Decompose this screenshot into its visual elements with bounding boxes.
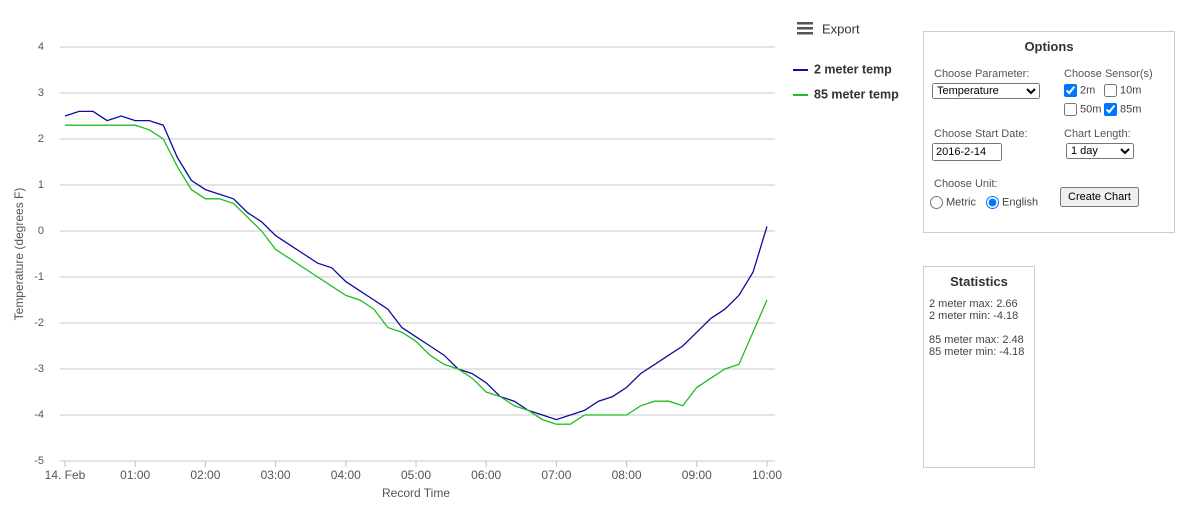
x-tick-label: 02:00 xyxy=(190,468,220,482)
y-tick-label: 0 xyxy=(38,225,44,237)
y-tick-label: 3 xyxy=(38,87,44,99)
statistics-body: 2 meter max: 2.66 2 meter min: -4.18 85 … xyxy=(929,298,1024,358)
sensor-checkbox[interactable]: 2m xyxy=(1064,84,1095,97)
export-label: Export xyxy=(822,21,860,36)
stat-line: 2 meter max: 2.66 xyxy=(929,298,1018,310)
unit-label: Choose Unit: xyxy=(934,178,998,190)
radio[interactable] xyxy=(930,196,943,209)
options-title: Options xyxy=(1024,39,1074,54)
y-tick-label: 4 xyxy=(38,41,44,53)
sensor-text: 10m xyxy=(1120,84,1142,97)
y-tick-label: -1 xyxy=(34,271,44,283)
y-axis-label: Temperature (degrees F) xyxy=(12,188,26,321)
length-label: Chart Length: xyxy=(1064,128,1131,140)
chart: Temperature (degrees F) Record Time Expo… xyxy=(12,21,899,500)
x-axis-label: Record Time xyxy=(382,486,450,500)
statistics-panel: Statistics 2 meter max: 2.66 2 meter min… xyxy=(923,266,1035,468)
options-panel: Options Choose Parameter: Temperature Ch… xyxy=(923,31,1175,233)
x-tick-label: 05:00 xyxy=(401,468,431,482)
stat-line: 85 meter max: 2.48 xyxy=(929,334,1024,346)
menu-icon xyxy=(797,22,813,25)
series-line xyxy=(64,110,768,421)
sensor-text: 2m xyxy=(1080,84,1096,97)
stat-line: 2 meter min: -4.18 xyxy=(929,310,1019,322)
start-input[interactable] xyxy=(932,143,1002,161)
menu-icon xyxy=(797,32,813,35)
x-tick-label: 03:00 xyxy=(261,468,291,482)
export-button[interactable]: Export xyxy=(797,21,860,36)
y-tick-label: -4 xyxy=(34,409,44,421)
sensor-checkbox[interactable]: 10m xyxy=(1104,84,1141,97)
x-tick-label: 09:00 xyxy=(682,468,712,482)
unit-text: Metric xyxy=(946,196,976,209)
series-line xyxy=(65,124,768,425)
legend-label: 85 meter temp xyxy=(814,87,899,101)
y-tick-label: 1 xyxy=(38,179,44,191)
stat-line: 85 meter min: -4.18 xyxy=(929,346,1025,358)
y-tick-label: 2 xyxy=(38,133,44,145)
checkbox[interactable] xyxy=(1104,103,1117,116)
checkbox[interactable] xyxy=(1104,84,1117,97)
x-tick-label: 07:00 xyxy=(541,468,571,482)
sensor-text: 50m xyxy=(1080,103,1102,116)
parameter-select[interactable]: Temperature xyxy=(932,83,1040,99)
checkbox[interactable] xyxy=(1064,84,1077,97)
unit-radio[interactable]: English xyxy=(986,196,1038,209)
create-chart-button[interactable]: Create Chart xyxy=(1060,187,1139,207)
y-tick-label: -5 xyxy=(34,455,44,467)
sensor-text: 85m xyxy=(1120,103,1142,116)
menu-icon xyxy=(797,27,813,30)
length-select[interactable]: 1 day xyxy=(1066,143,1134,159)
y-tick-label: -2 xyxy=(34,317,44,329)
unit-text: English xyxy=(1002,196,1039,209)
sensor-label: Choose Sensor(s) xyxy=(1064,68,1153,80)
x-tick-label: 14. Feb xyxy=(45,468,86,482)
radio[interactable] xyxy=(986,196,999,209)
statistics-title: Statistics xyxy=(950,274,1008,289)
start-label: Choose Start Date: xyxy=(934,128,1028,140)
unit-radio[interactable]: Metric xyxy=(930,196,976,209)
sensor-checkbox[interactable]: 85m xyxy=(1104,103,1141,116)
x-tick-label: 10:00 xyxy=(752,468,782,482)
parameter-label: Choose Parameter: xyxy=(934,68,1030,80)
x-tick-label: 06:00 xyxy=(471,468,501,482)
legend-label: 2 meter temp xyxy=(814,62,892,76)
checkbox[interactable] xyxy=(1064,103,1077,116)
x-tick-label: 08:00 xyxy=(612,468,642,482)
x-tick-label: 04:00 xyxy=(331,468,361,482)
y-tick-label: -3 xyxy=(34,363,44,375)
x-tick-label: 01:00 xyxy=(120,468,150,482)
sensor-checkbox[interactable]: 50m xyxy=(1064,103,1101,116)
